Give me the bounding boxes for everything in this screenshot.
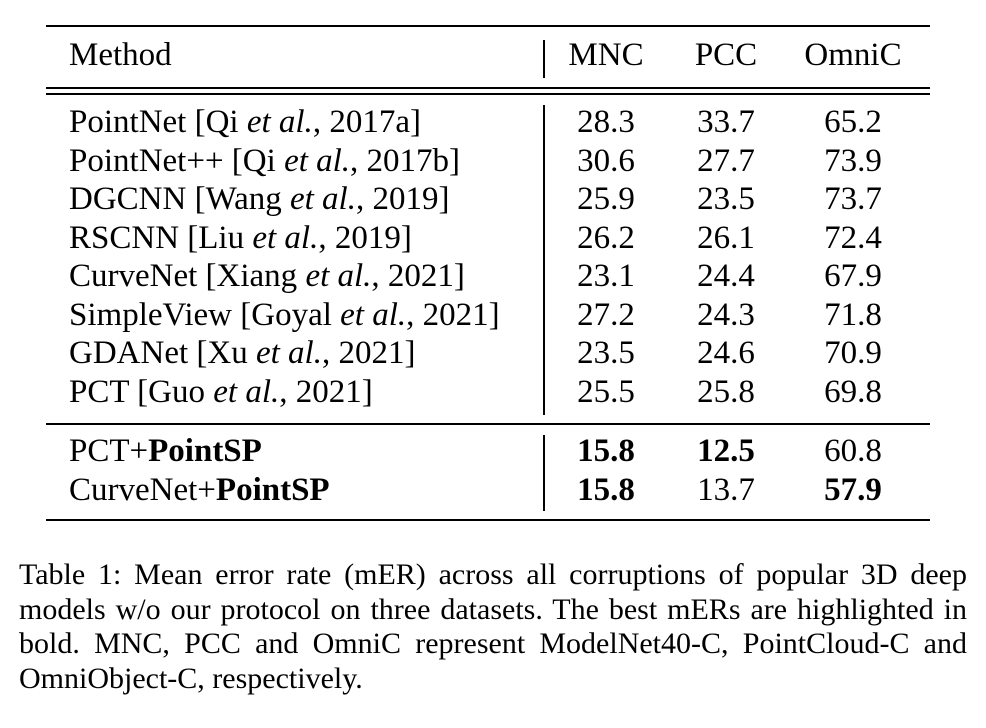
value-mnc: 25.9 xyxy=(577,181,635,217)
value-omnic: 73.7 xyxy=(824,181,882,217)
table-row: RSCNN [Liu et al., 2019] 26.2 26.1 72.4 xyxy=(46,218,930,258)
value-pcc: 24.4 xyxy=(697,258,755,294)
method-name-etal: et al. xyxy=(246,104,313,140)
header-row: Method MNC PCC OmniC xyxy=(46,35,930,75)
method-name: GDANet [Xu et al., 2021] xyxy=(69,333,415,373)
value-pcc: 25.8 xyxy=(697,373,755,410)
value-mnc: 30.6 xyxy=(577,142,635,179)
method-name-text: CurveNet [Xiang xyxy=(69,258,306,294)
method-name-text: SimpleView [Goyal xyxy=(69,296,341,333)
header-pcc: PCC xyxy=(694,37,758,73)
method-row-ours: CurveNet+PointSP 15.8 13.7 57.9 xyxy=(46,470,930,510)
value-pcc: 27.7 xyxy=(697,142,755,179)
method-name-text: PointNet++ [Qi xyxy=(69,142,285,179)
header-double-rule-top xyxy=(46,87,930,89)
value-pcc: 13.7 xyxy=(697,471,755,508)
method-name: CurveNet+PointSP xyxy=(69,470,330,510)
method-name-etal: et al. xyxy=(284,142,351,179)
method-name-citation-year: , 2021] xyxy=(371,258,465,294)
method-row-ours: PCT+PointSP 15.8 12.5 60.8 xyxy=(46,431,930,471)
column-separator-ours xyxy=(543,435,545,511)
value-mnc: 27.2 xyxy=(577,296,635,333)
method-name-citation-year: , 2021] xyxy=(279,373,373,410)
value-omnic: 72.4 xyxy=(824,219,882,256)
method-name: DGCNN [Wang et al., 2019] xyxy=(69,179,449,219)
header-double-rule-bottom xyxy=(46,93,930,95)
method-name-highlight: PointSP xyxy=(148,433,262,469)
value-pcc: 26.1 xyxy=(697,219,755,256)
value-pcc: 12.5 xyxy=(697,433,755,469)
column-separator-baselines xyxy=(543,105,545,415)
method-name-text: PCT [Guo xyxy=(69,373,214,410)
header-omnic: OmniC xyxy=(804,37,902,73)
value-omnic: 73.9 xyxy=(824,142,882,179)
value-omnic: 69.8 xyxy=(824,373,882,410)
method-name-etal: et al. xyxy=(305,258,372,294)
table-row: PointNet [Qi et al., 2017a] 28.3 33.7 65.2 xyxy=(46,102,930,142)
value-mnc: 23.5 xyxy=(577,335,635,371)
method-name: PCT [Guo et al., 2021] xyxy=(69,372,373,412)
method-name-citation-year: , 2017b] xyxy=(350,142,461,179)
method-name-text: PCT+ xyxy=(69,433,149,469)
value-mnc: 28.3 xyxy=(577,104,635,140)
value-mnc: 26.2 xyxy=(577,219,635,256)
method-name-highlight: PointSP xyxy=(215,471,330,508)
bottom-rule xyxy=(46,519,930,522)
method-name-etal: et al. xyxy=(213,373,280,410)
table-row: CurveNet [Xiang et al., 2021] 23.1 24.4 67.… xyxy=(46,256,930,296)
method-name-etal: et al. xyxy=(255,335,322,371)
value-omnic: 60.8 xyxy=(824,433,882,469)
method-name-text: RSCNN [Liu xyxy=(69,219,253,256)
method-name: RSCNN [Liu et al., 2019] xyxy=(69,218,412,258)
method-name-etal: et al. xyxy=(289,181,356,217)
value-omnic: 71.8 xyxy=(824,296,882,333)
method-name: PointNet [Qi et al., 2017a] xyxy=(69,102,421,142)
table-row: PCT [Guo et al., 2021] 25.5 25.8 69.8 xyxy=(46,372,930,412)
top-rule xyxy=(46,25,930,28)
table-row: PointNet++ [Qi et al., 2017b] 30.6 27.7 73.… xyxy=(46,141,930,181)
header-mnc: MNC xyxy=(568,37,644,73)
header-method: Method xyxy=(69,37,172,73)
method-name-citation-year: , 2021] xyxy=(321,335,416,371)
method-name-text: CurveNet+ xyxy=(69,471,216,508)
table-caption: Table 1: Mean error rate (mER) across al… xyxy=(19,558,967,695)
method-name: SimpleView [Goyal et al., 2021] xyxy=(69,295,500,335)
method-name: PCT+PointSP xyxy=(69,431,262,471)
table-row: GDANet [Xu et al., 2021] 23.5 24.6 70.9 xyxy=(46,333,930,373)
value-pcc: 24.6 xyxy=(697,335,755,371)
method-name-citation-year: , 2019] xyxy=(355,181,450,217)
value-pcc: 33.7 xyxy=(697,104,755,140)
value-omnic: 70.9 xyxy=(824,335,882,371)
method-name-text: GDANet [Xu xyxy=(69,335,256,371)
value-omnic: 57.9 xyxy=(824,471,882,508)
mid-rule xyxy=(46,423,930,425)
method-name: CurveNet [Xiang et al., 2021] xyxy=(69,256,465,296)
method-name: PointNet++ [Qi et al., 2017b] xyxy=(69,141,460,181)
value-mnc: 15.8 xyxy=(577,433,635,469)
method-name-etal: et al. xyxy=(252,219,319,256)
method-name-etal: et al. xyxy=(340,296,407,333)
method-name-text: DGCNN [Wang xyxy=(69,181,290,217)
column-separator-header xyxy=(543,40,545,78)
method-name-text: PointNet [Qi xyxy=(69,104,247,140)
value-mnc: 23.1 xyxy=(577,258,635,294)
value-pcc: 23.5 xyxy=(697,181,755,217)
value-pcc: 24.3 xyxy=(697,296,755,333)
value-mnc: 15.8 xyxy=(577,471,635,508)
table-row: DGCNN [Wang et al., 2019] 25.9 23.5 73.7 xyxy=(46,179,930,219)
value-mnc: 25.5 xyxy=(577,373,635,410)
value-omnic: 67.9 xyxy=(824,258,882,294)
method-name-citation-year: , 2021] xyxy=(406,296,500,333)
method-name-citation-year: , 2017a] xyxy=(312,104,421,140)
method-name-citation-year: , 2019] xyxy=(318,219,412,256)
table-row: SimpleView [Goyal et al., 2021] 27.2 24.3 7… xyxy=(46,295,930,335)
value-omnic: 65.2 xyxy=(824,104,882,140)
